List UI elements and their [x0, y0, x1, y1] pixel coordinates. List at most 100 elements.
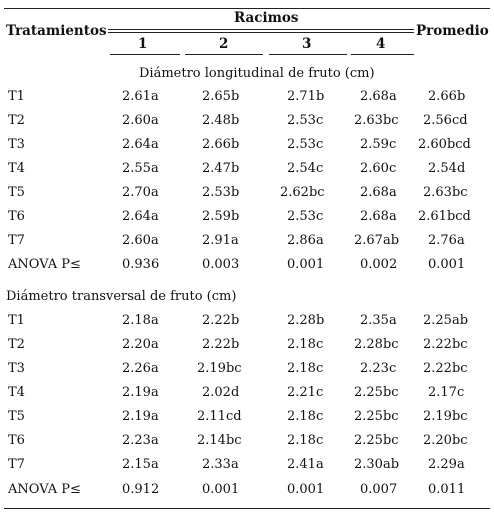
header-col-3: 3: [302, 36, 312, 52]
cell: 2.26a: [122, 361, 159, 376]
cell: 2.54c: [287, 161, 324, 176]
cell: 2.68a: [360, 89, 397, 104]
cell: 2.18c: [287, 409, 324, 424]
row-label-anova: ANOVA P≤: [8, 482, 81, 497]
cell: 2.18c: [287, 361, 324, 376]
cell: 2.53c: [287, 113, 324, 128]
cell: 2.63bc: [354, 113, 399, 128]
cell: 2.25bc: [354, 433, 399, 448]
header-racimos: Racimos: [234, 10, 299, 26]
cell: 2.20bc: [423, 433, 468, 448]
cell: 2.22bc: [423, 337, 468, 352]
cell: 2.60a: [122, 113, 159, 128]
cell: 2.59c: [360, 137, 397, 152]
cell: 2.64a: [122, 137, 159, 152]
cell: 2.28bc: [354, 337, 399, 352]
cell: 2.71b: [287, 89, 325, 104]
row-label: T3: [8, 361, 25, 376]
row-label: T5: [8, 185, 25, 200]
cell: 2.76a: [428, 233, 465, 248]
header-promedio: Promedio: [416, 23, 489, 39]
cell: 0.007: [360, 482, 398, 497]
cell: 2.18a: [122, 313, 159, 328]
cell: 2.55a: [122, 161, 159, 176]
cell: 0.001: [428, 257, 466, 272]
cell: 2.30ab: [354, 457, 400, 472]
cell: 2.41a: [287, 457, 324, 472]
cell: 2.91a: [202, 233, 239, 248]
col-rule-2: [185, 54, 263, 55]
col-rule-1: [110, 54, 180, 55]
row-label: T4: [8, 161, 25, 176]
row-label: T6: [8, 209, 25, 224]
cell: 2.54d: [428, 161, 466, 176]
cell: 2.56cd: [423, 113, 468, 128]
cell: 2.21c: [287, 385, 324, 400]
row-label: T3: [8, 137, 25, 152]
cell: 2.28b: [287, 313, 325, 328]
cell: 2.63bc: [423, 185, 468, 200]
cell: 2.60a: [122, 233, 159, 248]
cell: 2.19a: [122, 409, 159, 424]
cell: 2.67ab: [354, 233, 400, 248]
col-rule-4: [351, 54, 414, 55]
row-label: T1: [8, 89, 25, 104]
row-label: T6: [8, 433, 25, 448]
cell: 2.23a: [122, 433, 159, 448]
results-table: Tratamientos Racimos Promedio 1 2 3 4 Di…: [4, 6, 490, 509]
cell: 2.53b: [202, 185, 240, 200]
cell: 2.18c: [287, 337, 324, 352]
col-rule-3: [269, 54, 347, 55]
cell: 2.11cd: [197, 409, 242, 424]
section-title-longitudinal: Diámetro longitudinal de fruto (cm): [139, 66, 375, 81]
cell: 0.001: [287, 257, 325, 272]
cell: 2.60bcd: [418, 137, 471, 152]
cell: 2.25bc: [354, 385, 399, 400]
cell: 2.19bc: [197, 361, 242, 376]
cell: 2.70a: [122, 185, 159, 200]
racimos-rule-2: [108, 32, 414, 33]
cell: 2.53c: [287, 137, 324, 152]
cell: 2.15a: [122, 457, 159, 472]
header-tratamientos: Tratamientos: [6, 23, 107, 39]
cell: 0.002: [360, 257, 398, 272]
cell: 2.18c: [287, 433, 324, 448]
cell: 2.66b: [428, 89, 466, 104]
row-label: T4: [8, 385, 25, 400]
cell: 2.64a: [122, 209, 159, 224]
cell: 2.02d: [202, 385, 240, 400]
cell: 0.912: [122, 482, 160, 497]
row-label: T2: [8, 113, 25, 128]
bottom-rule: [4, 508, 490, 509]
cell: 0.936: [122, 257, 160, 272]
cell: 0.011: [428, 482, 466, 497]
cell: 2.61bcd: [418, 209, 471, 224]
cell: 2.22bc: [423, 361, 468, 376]
cell: 2.25ab: [423, 313, 469, 328]
header-col-2: 2: [219, 36, 229, 52]
cell: 2.14bc: [197, 433, 242, 448]
row-label: T7: [8, 233, 25, 248]
cell: 2.17c: [428, 385, 465, 400]
header-col-4: 4: [376, 36, 386, 52]
row-label-anova: ANOVA P≤: [8, 257, 81, 272]
cell: 2.60c: [360, 161, 397, 176]
row-label: T5: [8, 409, 25, 424]
cell: 2.35a: [360, 313, 397, 328]
cell: 2.23c: [360, 361, 397, 376]
cell: 2.33a: [202, 457, 239, 472]
cell: 2.65b: [202, 89, 240, 104]
cell: 2.20a: [122, 337, 159, 352]
section-title-transversal: Diámetro transversal de fruto (cm): [6, 289, 237, 304]
cell: 2.47b: [202, 161, 240, 176]
row-label: T1: [8, 313, 25, 328]
cell: 2.61a: [122, 89, 159, 104]
cell: 0.001: [202, 482, 240, 497]
cell: 2.25bc: [354, 409, 399, 424]
cell: 2.68a: [360, 209, 397, 224]
cell: 2.66b: [202, 137, 240, 152]
cell: 2.59b: [202, 209, 240, 224]
cell: 0.001: [287, 482, 325, 497]
cell: 2.19a: [122, 385, 159, 400]
cell: 0.003: [202, 257, 240, 272]
